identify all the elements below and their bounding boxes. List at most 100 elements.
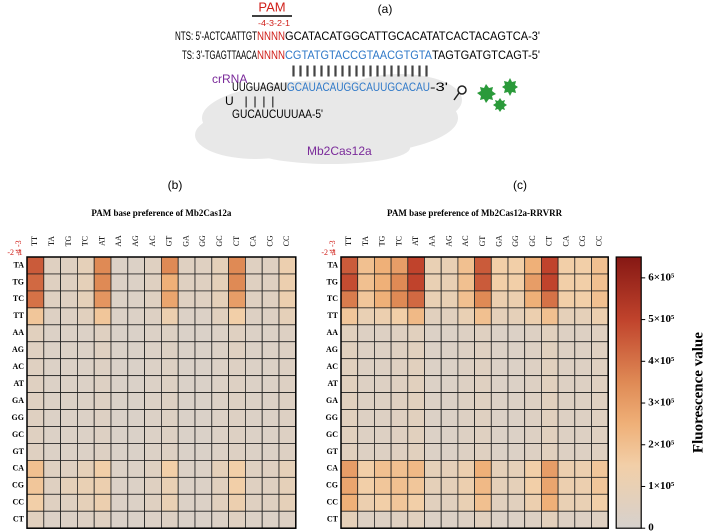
heatmap-cell	[160, 341, 179, 360]
y-tick-label: TC	[13, 294, 24, 303]
heatmap-cell	[26, 409, 45, 427]
heatmap-cell	[524, 290, 542, 309]
heatmap-cell	[474, 341, 492, 360]
heatmap-cell	[591, 341, 609, 360]
heatmap-cell	[390, 459, 409, 478]
protein-label: Mb2Cas12a	[307, 144, 372, 158]
heatmap-cell	[507, 443, 526, 461]
heatmap-cell	[244, 409, 263, 427]
heatmap-cell	[357, 392, 375, 410]
heatmap-cell	[507, 273, 526, 292]
y-tick-label: CA	[326, 464, 338, 473]
y-tick-label: TG	[326, 277, 338, 286]
heatmap-cell	[211, 256, 230, 275]
y-tick-label: TC	[327, 294, 338, 303]
heatmap-cell	[390, 307, 409, 326]
heatmap-cell	[490, 358, 509, 377]
heatmap-cell	[357, 409, 375, 427]
heatmap-cell	[490, 459, 509, 478]
heatmap-cell	[440, 324, 459, 343]
heatmap-cell	[440, 358, 459, 377]
heatmap-cell	[541, 493, 559, 512]
heatmap-cell	[194, 307, 213, 326]
heatmap-cell	[574, 375, 592, 393]
heatmap-cell	[440, 273, 459, 292]
heatmap-cell	[457, 426, 475, 444]
heatmap-cell	[228, 510, 246, 529]
heatmap-cell	[244, 290, 263, 309]
heatmap-cell	[110, 256, 129, 275]
heatmap-cell	[26, 290, 45, 309]
heatmap-cell	[373, 443, 392, 461]
heatmap-cell	[424, 426, 442, 444]
y-tick-label: TT	[13, 311, 24, 320]
sequence: UUGUAGAU	[232, 80, 287, 94]
heatmap-cell	[457, 341, 475, 360]
heatmap-cell	[474, 459, 492, 478]
heatmap-cell	[127, 307, 146, 326]
heatmap-cell	[490, 324, 509, 343]
heatmap-cell	[390, 341, 409, 360]
heatmap-cell	[373, 493, 392, 512]
heatmap-cell	[60, 256, 78, 275]
heatmap-cell	[390, 409, 409, 427]
heatmap-cell	[228, 358, 246, 377]
panel-label: (a)	[378, 2, 393, 16]
y-tick-label: CC	[12, 498, 24, 507]
heatmap-cell	[440, 392, 459, 410]
heatmap-cell	[557, 290, 576, 309]
heatmap-cell	[557, 459, 576, 478]
heatmap-cell	[424, 256, 442, 275]
heatmap-cell	[26, 510, 45, 529]
x-tick-label: TA	[361, 236, 370, 246]
heatmap-cell	[60, 409, 78, 427]
sequence: GCATACATGGCATTGCACATATCACTACAGTCA-3'	[285, 29, 540, 43]
heatmap-cell	[591, 459, 609, 478]
heatmap-cell	[557, 493, 576, 512]
heatmap-cell	[93, 290, 112, 309]
sequence: GCAUACAUGGCAUUGCACAU	[287, 80, 430, 94]
heatmap-cell	[574, 426, 592, 444]
heatmap-cell	[490, 426, 509, 444]
heatmap-cell	[60, 443, 78, 461]
heatmap-cell	[457, 409, 475, 427]
heatmap-cell	[211, 290, 230, 309]
x-tick-label: AA	[114, 235, 123, 247]
base-pairing: ||||||||||||||||||||	[290, 63, 430, 77]
heatmap-cell	[424, 476, 442, 495]
heatmap-cell	[261, 493, 280, 512]
heatmap-cell	[144, 358, 162, 377]
sequence: GUCAUCUUUAA-5'	[232, 107, 323, 121]
heatmap-cell	[524, 409, 542, 427]
heatmap-cell	[26, 493, 45, 512]
heatmap-cell	[340, 476, 359, 495]
colorbar-tick-label: 0	[648, 522, 654, 531]
heatmap-cell	[340, 341, 359, 360]
heatmap-cell	[43, 426, 61, 444]
heatmap-cell	[390, 358, 409, 377]
heatmap-cell	[244, 324, 263, 343]
heatmap-cell	[177, 375, 196, 393]
x-tick-label: TT	[30, 236, 39, 246]
heatmap-cell	[93, 375, 112, 393]
heatmap-cell	[490, 307, 509, 326]
heatmap-cell	[211, 426, 230, 444]
heatmap-cell	[507, 409, 526, 427]
y-tick-label: GA	[12, 396, 24, 405]
heatmap-cell	[26, 256, 45, 275]
y-tick-label: AT	[327, 379, 338, 388]
heatmap-cell	[127, 476, 146, 495]
sequence: TS: 3'-TGAGTTAACA	[182, 48, 257, 62]
heatmap-cell	[60, 375, 78, 393]
heatmap-cell	[144, 273, 162, 292]
sequence: TAGTGATGTCAGT-5'	[432, 48, 540, 62]
heatmap-cell	[244, 273, 263, 292]
heatmap-cell	[407, 493, 425, 512]
x-tick-label: AT	[411, 236, 420, 246]
heatmap-cell	[26, 443, 45, 461]
y-tick-label: CT	[327, 515, 339, 524]
heatmap-cell	[110, 290, 129, 309]
heatmap-cell	[457, 375, 475, 393]
pam-positions: -4-3-2-1	[258, 19, 291, 28]
heatmap-cell	[177, 510, 196, 529]
